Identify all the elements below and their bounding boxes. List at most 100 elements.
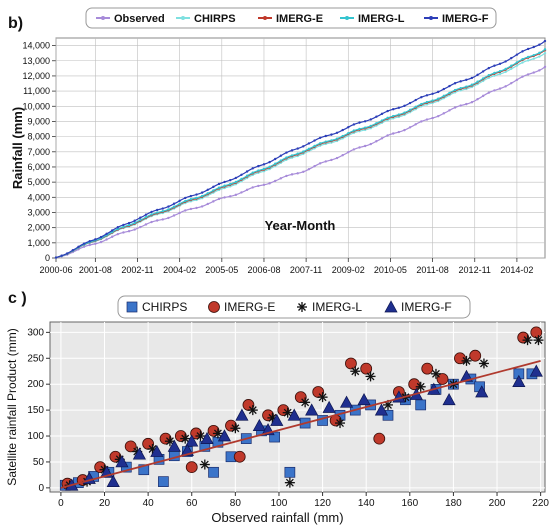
series-point-imerg-f xyxy=(459,80,462,83)
series-point-imerg-f xyxy=(66,252,69,255)
legend-label-imerg-e: IMERG-E xyxy=(276,13,323,25)
series-point-imerg-f xyxy=(251,167,254,170)
point-imerg-l xyxy=(350,366,361,377)
series-point-imerg-f xyxy=(257,164,260,168)
series-point-imerg-f xyxy=(268,160,271,164)
series-line-imerg-f xyxy=(55,40,546,259)
series-point-observed xyxy=(386,134,389,137)
series-point-observed xyxy=(105,238,108,241)
series-point-observed xyxy=(481,94,485,98)
series-point-observed xyxy=(268,182,271,185)
point-imerg-f xyxy=(115,455,129,468)
series-point-imerg-l xyxy=(408,108,412,112)
legend-c xyxy=(117,295,471,319)
series-point-imerg-l xyxy=(262,167,266,171)
series-point-observed xyxy=(223,196,226,199)
series-point-imerg-l xyxy=(498,69,502,73)
x-tick-label-c: 100 xyxy=(271,498,288,509)
series-point-imerg-f xyxy=(347,125,350,129)
series-point-observed xyxy=(493,89,496,92)
series-point-observed xyxy=(88,243,91,247)
series-point-observed xyxy=(150,220,153,224)
series-point-chirps xyxy=(526,59,530,62)
series-point-imerg-f xyxy=(285,151,288,154)
series-point-imerg-l xyxy=(206,192,209,195)
series-point-observed xyxy=(234,193,238,197)
legend-label-imerg-f-c: IMERG-F xyxy=(401,300,452,314)
series-point-observed xyxy=(262,183,266,187)
series-point-observed xyxy=(189,207,193,211)
series-point-imerg-l xyxy=(510,64,513,67)
series-point-observed xyxy=(217,197,221,201)
series-point-imerg-l xyxy=(358,127,361,131)
series-point-observed xyxy=(313,164,316,168)
point-imerg-f xyxy=(475,385,489,398)
series-point-observed xyxy=(257,184,260,188)
series-point-imerg-l xyxy=(116,227,120,231)
point-imerg-e xyxy=(436,373,449,385)
series-point-imerg-f xyxy=(279,154,283,157)
series-point-imerg-f xyxy=(245,170,249,173)
series-point-imerg-l xyxy=(200,194,204,198)
series-point-imerg-f xyxy=(296,147,299,150)
x-tick-label-b: 2014-02 xyxy=(500,265,533,275)
series-point-imerg-l xyxy=(465,85,468,88)
point-imerg-f xyxy=(185,434,199,447)
series-point-imerg-f xyxy=(453,82,457,85)
y-tick-label-b: 7,000 xyxy=(27,147,50,157)
series-point-imerg-f xyxy=(397,106,401,109)
series-point-observed xyxy=(116,232,120,236)
series-point-observed xyxy=(111,235,114,238)
series-point-imerg-l xyxy=(470,83,474,86)
series-point-observed xyxy=(358,146,361,149)
legend-marker-imerg-l-c xyxy=(297,302,307,312)
point-imerg-e xyxy=(373,432,386,445)
series-point-observed xyxy=(369,142,372,146)
series-point-imerg-l xyxy=(144,215,148,219)
y-tick-label-b: 11,000 xyxy=(23,86,50,96)
point-chirps xyxy=(284,466,296,478)
series-point-imerg-f xyxy=(403,104,406,108)
series-point-imerg-l xyxy=(453,88,457,92)
series-point-observed xyxy=(470,101,474,104)
y-tick-label-b: 3,000 xyxy=(27,207,50,217)
y-tick-label-b: 12,000 xyxy=(22,71,50,81)
x-tick-label-c: 120 xyxy=(314,498,331,509)
series-point-imerg-f xyxy=(487,66,490,70)
point-imerg-l xyxy=(195,431,206,442)
series-point-observed xyxy=(397,130,401,134)
y-axis-title-c: Satellite rainfall Product (mm) xyxy=(5,328,19,485)
series-point-imerg-f xyxy=(313,139,316,142)
series-point-imerg-l xyxy=(195,196,198,200)
series-point-imerg-f xyxy=(307,142,311,145)
y-axis-title-b: Rainfall (mm) xyxy=(10,107,25,189)
series-point-imerg-l xyxy=(448,91,451,95)
series-point-imerg-f xyxy=(543,39,547,43)
x-tick-label-b: 2002-11 xyxy=(121,265,153,275)
series-point-observed xyxy=(155,219,159,222)
series-point-imerg-f xyxy=(442,87,446,91)
point-chirps xyxy=(158,476,169,487)
series-point-observed xyxy=(279,177,283,180)
series-point-imerg-f xyxy=(510,56,513,60)
series-point-imerg-f xyxy=(392,108,395,111)
series-point-imerg-l xyxy=(341,134,344,138)
y-tick-label-b: 2,000 xyxy=(27,223,50,233)
series-point-imerg-f xyxy=(437,90,440,94)
series-point-imerg-f xyxy=(195,193,198,196)
y-tick-label-b: 13,000 xyxy=(22,56,50,66)
point-imerg-l xyxy=(430,368,441,379)
series-point-imerg-f xyxy=(414,98,417,102)
series-point-imerg-l xyxy=(133,221,136,225)
series-point-imerg-l xyxy=(543,48,547,51)
series-point-observed xyxy=(498,87,502,90)
x-tick-label-c: 180 xyxy=(445,498,462,509)
series-point-imerg-f xyxy=(465,78,468,82)
series-point-observed xyxy=(229,195,232,198)
series-point-imerg-f xyxy=(223,180,226,184)
series-point-imerg-f xyxy=(71,248,75,252)
x-tick-label-c: 20 xyxy=(99,498,111,509)
series-point-imerg-l xyxy=(493,71,496,75)
series-point-observed xyxy=(330,158,333,162)
